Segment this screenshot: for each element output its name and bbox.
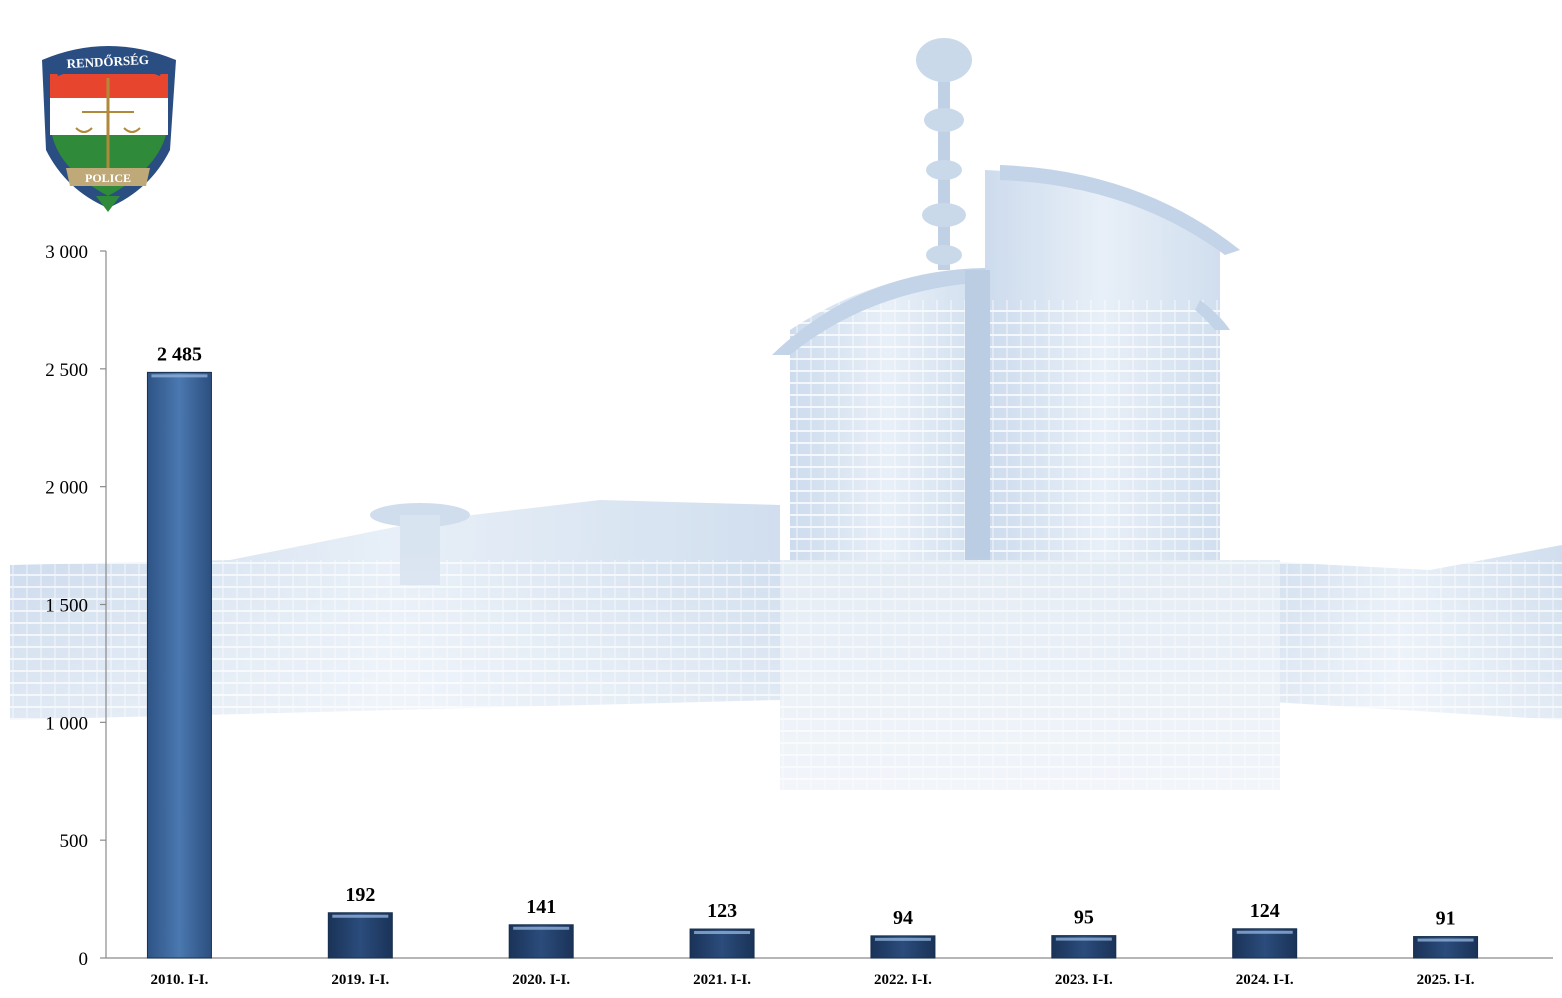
y-axis: 0 500 1 000 1 500 2 000 2 500 3 000 xyxy=(45,242,107,970)
x-tick-label: 2020. I-I. xyxy=(512,972,570,988)
y-tick-label: 2 500 xyxy=(45,360,88,381)
value-labels: 2 485 192 141 123 94 95 124 91 xyxy=(157,343,1456,929)
bar-body xyxy=(1051,935,1117,959)
bar xyxy=(508,924,574,959)
bar-highlight xyxy=(694,931,751,935)
bar-highlight xyxy=(874,937,931,941)
bar-highlight xyxy=(151,374,208,378)
bar-body xyxy=(146,371,212,959)
x-tick-label: 2021. I-I. xyxy=(693,972,751,988)
bar-series xyxy=(146,371,1479,959)
bar-body xyxy=(508,924,574,959)
x-tick-label: 2023. I-I. xyxy=(1055,972,1113,988)
bar xyxy=(327,912,393,959)
data-label: 95 xyxy=(1074,907,1094,929)
bar xyxy=(1413,936,1479,959)
bar-body xyxy=(870,935,936,959)
bar-highlight xyxy=(513,926,570,930)
bar xyxy=(870,935,936,959)
y-tick-label: 1 000 xyxy=(45,713,88,734)
x-tick-label: 2019. I-I. xyxy=(331,972,389,988)
bar xyxy=(1051,935,1117,959)
data-label: 123 xyxy=(707,900,737,922)
bar-highlight xyxy=(1055,937,1112,941)
bar-body xyxy=(327,912,393,959)
police-seal-logo: RENDŐRSÉG POLICE xyxy=(42,46,176,212)
data-label: 141 xyxy=(526,896,556,918)
x-tick-label: 2025. I-I. xyxy=(1417,972,1475,988)
x-tick-label: 2022. I-I. xyxy=(874,972,932,988)
x-tick-label: 2024. I-I. xyxy=(1236,972,1294,988)
bar-highlight xyxy=(332,914,389,918)
y-tick-label: 500 xyxy=(60,831,89,852)
y-tick-label: 0 xyxy=(79,949,89,970)
seal-top-text: RENDŐRSÉG xyxy=(66,52,149,71)
data-label: 91 xyxy=(1436,908,1456,930)
data-label: 192 xyxy=(345,884,375,906)
y-tick-label: 1 500 xyxy=(45,596,88,617)
data-label: 124 xyxy=(1250,900,1280,922)
bar-body xyxy=(1413,936,1479,959)
seal-bottom-text: POLICE xyxy=(85,171,131,185)
bar xyxy=(1232,928,1298,959)
bar-highlight xyxy=(1236,930,1293,934)
y-tick-label: 3 000 xyxy=(45,242,88,263)
data-label: 94 xyxy=(893,907,913,929)
y-tick-label: 2 000 xyxy=(45,478,88,499)
bar xyxy=(689,928,755,959)
bar xyxy=(146,371,212,959)
data-label: 2 485 xyxy=(157,343,202,365)
x-tick-label: 2010. I-I. xyxy=(150,972,208,988)
bar-highlight xyxy=(1417,938,1474,942)
